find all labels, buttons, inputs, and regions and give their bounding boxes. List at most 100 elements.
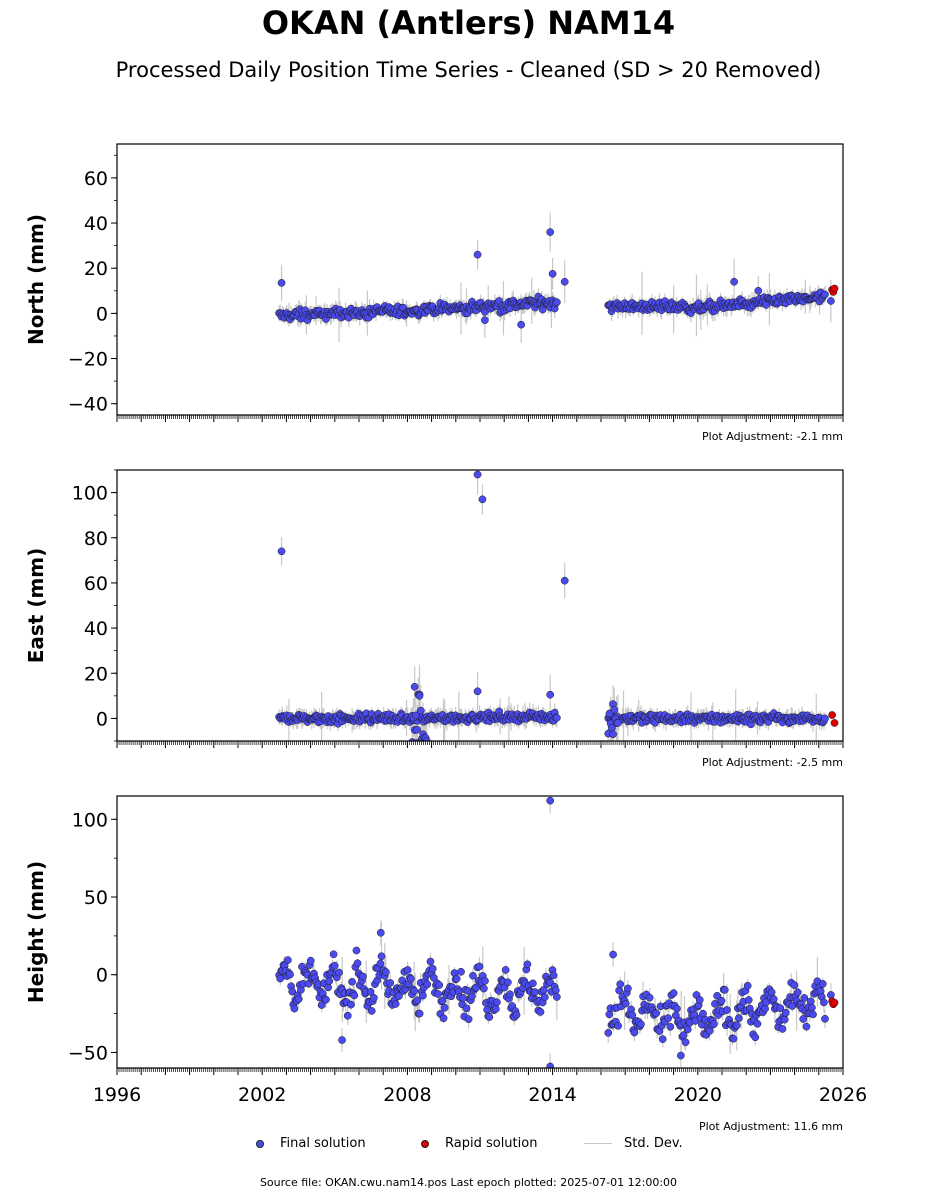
y-tick-label: 20 [84, 663, 108, 685]
final-point [820, 998, 828, 1007]
std-line-icon [584, 1143, 612, 1144]
final-point [352, 946, 361, 955]
final-point [806, 997, 815, 1006]
final-point [679, 1031, 688, 1040]
final-point [370, 993, 378, 1002]
final-point [304, 979, 313, 988]
final-point [754, 286, 763, 295]
final-point [306, 956, 315, 965]
final-point [677, 1051, 685, 1060]
final-point [469, 971, 477, 980]
final-point [549, 971, 558, 980]
final-point [478, 495, 487, 504]
chart-subtitle: Processed Daily Position Time Series - C… [115, 58, 822, 82]
final-point [325, 977, 334, 985]
final-point [376, 928, 385, 937]
y-tick-label: −40 [68, 394, 108, 416]
final-point [386, 979, 395, 987]
final-point [743, 981, 752, 990]
final-point [350, 991, 359, 1000]
y-tick-label: 60 [84, 168, 108, 190]
final-point [359, 972, 367, 981]
x-tick-label: 2014 [528, 1084, 576, 1106]
final-point [413, 725, 421, 734]
final-point [439, 1014, 448, 1023]
final-point [452, 974, 461, 983]
final-point [628, 1011, 637, 1019]
final-point [761, 1004, 769, 1013]
final-point [512, 1011, 521, 1019]
final-point [551, 986, 560, 995]
final-point [609, 730, 617, 739]
final-marker-icon [256, 1139, 264, 1148]
final-point [353, 959, 362, 968]
y-tick-label: 80 [84, 528, 108, 550]
final-point [710, 1020, 718, 1028]
final-point [776, 1004, 785, 1012]
final-point [767, 988, 776, 997]
final-point [416, 706, 425, 715]
final-point [457, 967, 465, 976]
final-point [536, 1008, 545, 1016]
final-point [780, 1015, 789, 1024]
final-point [713, 991, 722, 1000]
final-point [322, 995, 330, 1004]
final-point [276, 974, 285, 983]
final-point [744, 996, 753, 1004]
final-point [440, 1003, 449, 1012]
data-layer [275, 212, 839, 343]
final-point [493, 998, 501, 1007]
x-tick-label: 2026 [819, 1084, 867, 1106]
plot-adjustment-note: Plot Adjustment: 11.6 mm [699, 1120, 843, 1133]
final-point [730, 277, 738, 286]
y-tick-label: 40 [84, 213, 108, 235]
final-point [546, 796, 555, 805]
final-point [506, 990, 514, 999]
final-point [347, 1000, 355, 1009]
final-point [751, 1033, 760, 1042]
legend: Final solution Rapid solution Std. Dev. [0, 1136, 937, 1158]
x-tick-label: 2020 [674, 1084, 722, 1106]
final-point [769, 995, 778, 1003]
y-tick-label: −20 [68, 349, 108, 371]
final-point [408, 738, 416, 741]
final-point [827, 297, 835, 305]
final-point [681, 1038, 690, 1047]
y-tick-label: 0 [96, 965, 108, 987]
final-point [523, 960, 532, 969]
final-point [683, 1025, 692, 1034]
rapid-point [828, 711, 836, 719]
final-point [531, 988, 539, 996]
final-point [410, 682, 419, 691]
final-point [367, 1007, 376, 1015]
final-point [529, 979, 537, 988]
final-point [517, 320, 525, 329]
final-point [799, 1015, 808, 1023]
plot-adjustment-note: Plot Adjustment: -2.5 mm [702, 756, 843, 769]
final-point [481, 977, 489, 985]
rapid-point [830, 284, 839, 293]
x-tick-label: 2002 [238, 1084, 286, 1106]
y-axis-label: Height (mm) [24, 861, 48, 1003]
final-point [382, 968, 390, 976]
y-tick-label: 0 [96, 708, 108, 730]
final-point [335, 968, 343, 977]
final-point [462, 1004, 471, 1013]
legend-std-label: Std. Dev. [624, 1136, 683, 1151]
final-point [501, 966, 510, 974]
panel-1: −40 −20 0 20 40 60 North (mm) Plot Adjustment: … [24, 143, 844, 443]
source-footer: Source file: OKAN.cwu.nam14.pos Last epo… [259, 1176, 678, 1189]
y-tick-label: 100 [72, 483, 108, 505]
final-point [468, 992, 476, 1001]
final-point [621, 999, 630, 1008]
final-point [800, 994, 809, 1002]
legend-item-rapid: Rapid solution [421, 1136, 537, 1151]
x-tick-label: 2008 [383, 1084, 431, 1106]
final-point [610, 705, 619, 714]
final-point [428, 964, 437, 973]
final-point [753, 1019, 762, 1028]
final-point [614, 1022, 622, 1030]
legend-rapid-label: Rapid solution [445, 1136, 538, 1151]
final-point [652, 1009, 661, 1018]
final-point [720, 986, 729, 994]
